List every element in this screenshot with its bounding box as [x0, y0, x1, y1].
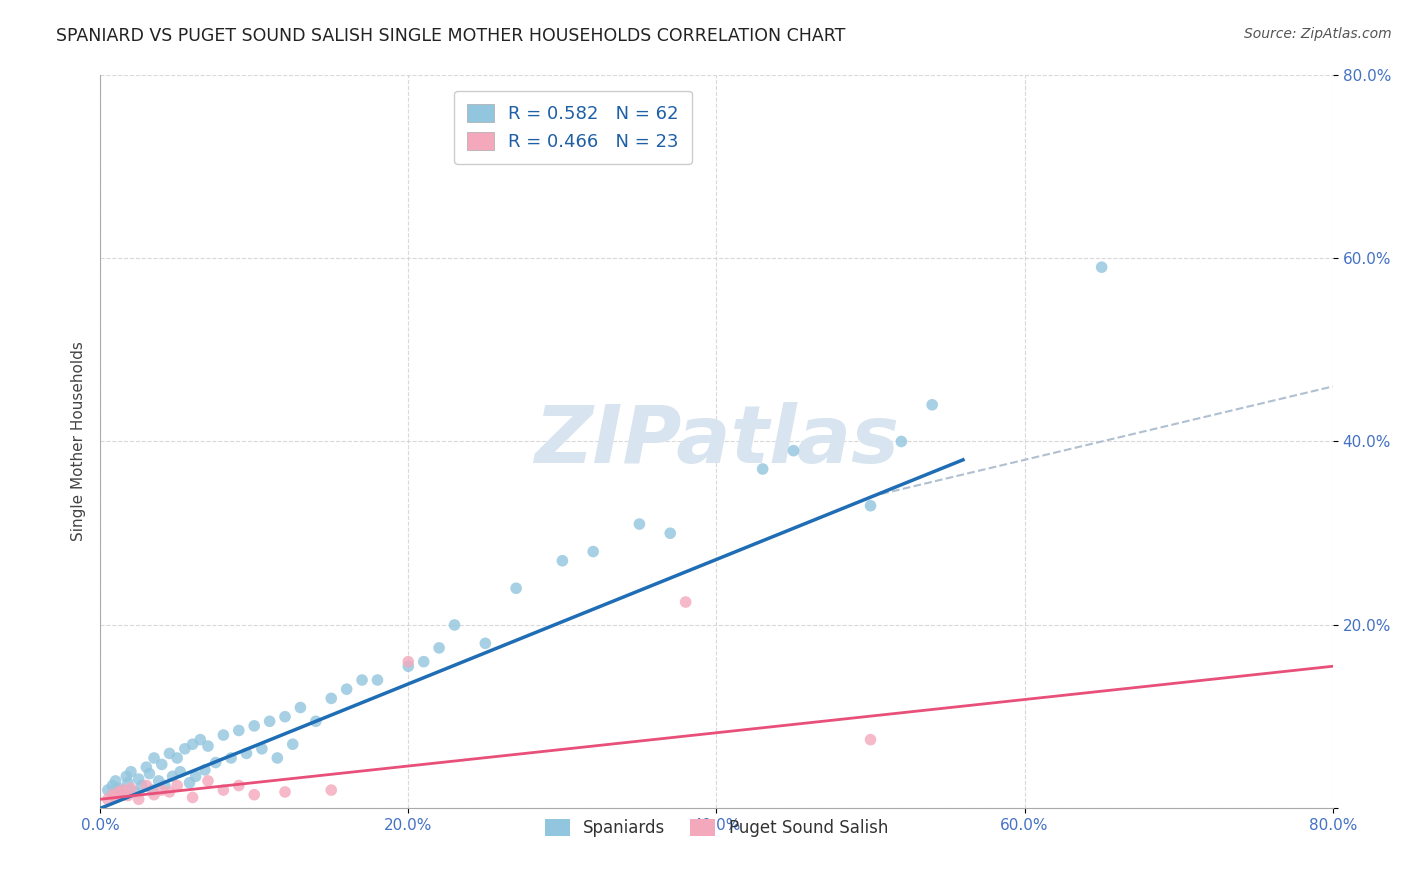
Point [859, 732, 882, 747]
Point [890, 434, 912, 449]
Point [352, 673, 374, 687]
Point [188, 732, 211, 747]
Point [115, 769, 138, 783]
Point [159, 747, 181, 761]
Point [143, 751, 166, 765]
Point [243, 788, 266, 802]
Point [274, 785, 297, 799]
Point [675, 595, 697, 609]
Point [112, 783, 135, 797]
Point [243, 719, 266, 733]
Point [159, 785, 181, 799]
Legend: Spaniards, Puget Sound Salish: Spaniards, Puget Sound Salish [538, 813, 894, 844]
Point [104, 790, 127, 805]
Point [628, 516, 651, 531]
Point [107, 781, 129, 796]
Point [131, 779, 153, 793]
Point [321, 691, 343, 706]
Point [366, 673, 388, 687]
Point [166, 779, 188, 793]
Point [1091, 260, 1114, 275]
Point [412, 655, 434, 669]
Point [138, 766, 160, 780]
Point [135, 779, 157, 793]
Point [219, 751, 242, 765]
Point [128, 772, 150, 786]
Point [120, 781, 142, 796]
Point [321, 783, 343, 797]
Point [122, 785, 145, 799]
Point [153, 779, 176, 793]
Point [505, 581, 527, 595]
Point [274, 709, 297, 723]
Point [194, 763, 217, 777]
Point [228, 779, 250, 793]
Point [169, 764, 191, 779]
Point [197, 739, 219, 753]
Point [281, 737, 304, 751]
Point [396, 655, 419, 669]
Point [212, 783, 235, 797]
Point [150, 757, 173, 772]
Point [179, 776, 201, 790]
Point [181, 737, 204, 751]
Y-axis label: Single Mother Households: Single Mother Households [72, 342, 86, 541]
Point [173, 741, 195, 756]
Point [162, 769, 184, 783]
Point [184, 769, 207, 783]
Point [921, 398, 943, 412]
Point [228, 723, 250, 738]
Text: Source: ZipAtlas.com: Source: ZipAtlas.com [1244, 27, 1392, 41]
Point [141, 783, 163, 797]
Point [120, 764, 142, 779]
Point [659, 526, 682, 541]
Point [181, 790, 204, 805]
Point [336, 682, 359, 697]
Point [97, 792, 120, 806]
Point [112, 788, 135, 802]
Point [235, 747, 257, 761]
Point [582, 544, 605, 558]
Text: SPANIARD VS PUGET SOUND SALISH SINGLE MOTHER HOUSEHOLDS CORRELATION CHART: SPANIARD VS PUGET SOUND SALISH SINGLE MO… [56, 27, 845, 45]
Point [305, 714, 328, 729]
Point [204, 756, 226, 770]
Point [259, 714, 281, 729]
Point [751, 462, 773, 476]
Point [266, 751, 288, 765]
Point [197, 773, 219, 788]
Point [427, 640, 450, 655]
Point [143, 788, 166, 802]
Point [104, 773, 127, 788]
Point [135, 760, 157, 774]
Text: ZIPatlas: ZIPatlas [534, 402, 898, 481]
Point [97, 783, 120, 797]
Point [782, 443, 804, 458]
Point [212, 728, 235, 742]
Point [148, 773, 170, 788]
Point [117, 789, 139, 803]
Point [117, 776, 139, 790]
Point [443, 618, 465, 632]
Point [250, 741, 273, 756]
Point [150, 783, 173, 797]
Point [290, 700, 312, 714]
Point [396, 659, 419, 673]
Point [107, 785, 129, 799]
Point [474, 636, 496, 650]
Point [551, 554, 574, 568]
Point [166, 751, 188, 765]
Point [859, 499, 882, 513]
Point [101, 779, 124, 793]
Point [101, 788, 124, 802]
Point [128, 792, 150, 806]
